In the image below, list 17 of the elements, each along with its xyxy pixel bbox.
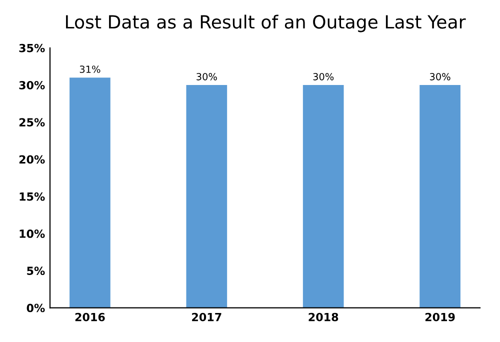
data-label: 31% bbox=[80, 66, 100, 73]
data-label: 30% bbox=[313, 72, 334, 80]
chart-title: Lost Data as a Result of an Outage Last Year bbox=[66, 14, 466, 32]
y-tick-label: 0% bbox=[26, 304, 45, 312]
y-tick-label: 20% bbox=[19, 155, 45, 164]
y-tick-label: 35% bbox=[19, 44, 45, 52]
data-label: 30% bbox=[430, 72, 450, 80]
y-tick-label: 10% bbox=[20, 230, 45, 238]
x-tick-label: 2019 bbox=[425, 312, 455, 322]
y-tick-label: 25% bbox=[19, 118, 45, 127]
y-tick-label: 5% bbox=[27, 266, 45, 276]
y-tick-label: 15% bbox=[20, 192, 45, 201]
data-label: 30% bbox=[196, 72, 217, 80]
x-tick-label: 2016 bbox=[75, 312, 105, 322]
x-tick-label: 2017 bbox=[192, 312, 222, 322]
x-tick-label: 2018 bbox=[308, 312, 338, 322]
y-tick-label: 30% bbox=[19, 80, 45, 90]
